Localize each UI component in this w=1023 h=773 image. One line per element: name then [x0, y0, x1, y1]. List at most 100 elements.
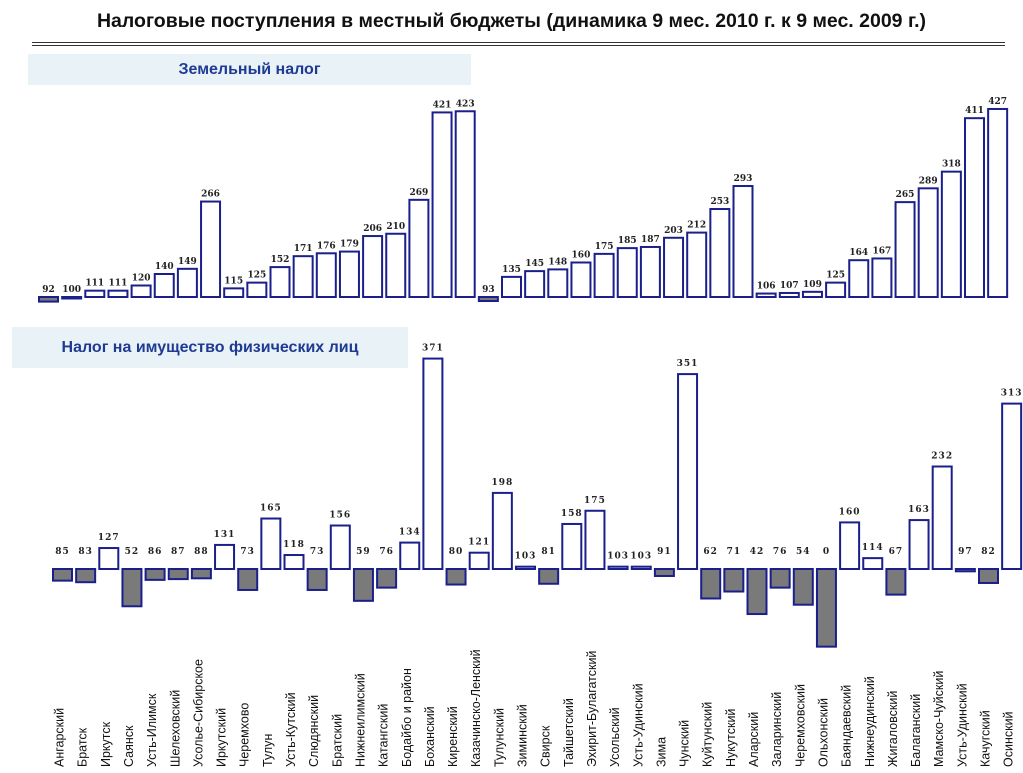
property-tax-value-label: 91 [657, 547, 672, 557]
land-tax-bar [848, 259, 870, 299]
land-tax-value-label: 109 [803, 280, 822, 290]
property-tax-value-label: 371 [422, 344, 444, 354]
category-label: Куйтунский [701, 702, 715, 767]
category-label: Иркутский [215, 708, 229, 767]
property-tax-value-label: 313 [1001, 389, 1023, 399]
property-tax-value-label: 351 [677, 359, 699, 369]
property-tax-value-label: 97 [958, 547, 973, 557]
title-underline-2 [32, 45, 1005, 46]
land-tax-value-label: 111 [109, 279, 128, 289]
category-label: Нукутский [724, 709, 738, 767]
land-tax-bar [755, 292, 777, 298]
property-tax-bar [561, 522, 583, 571]
land-tax-bar [825, 281, 847, 298]
land-tax-bar [663, 236, 685, 298]
land-tax-bar [871, 257, 893, 299]
category-label: Боханский [423, 706, 437, 767]
chart1-title: Земельный налог [28, 54, 471, 85]
category-label: Киренский [446, 706, 460, 767]
category-label: Усть-Илимск [145, 693, 159, 767]
land-tax-bar [801, 290, 823, 299]
property-tax-bar [98, 547, 120, 570]
property-tax-bar [52, 568, 73, 582]
land-tax-value-label: 266 [201, 190, 220, 200]
property-tax-bar [769, 568, 791, 589]
property-tax-bar [237, 568, 259, 591]
property-tax-bar [376, 568, 398, 589]
property-tax-value-label: 0 [823, 547, 830, 557]
property-tax-bar [445, 568, 467, 586]
land-tax-bar [130, 284, 152, 298]
land-tax-bar [778, 291, 800, 299]
land-tax-bar [176, 267, 198, 299]
property-tax-value-label: 80 [449, 547, 464, 557]
land-tax-value-label: 293 [734, 174, 753, 184]
land-tax-bar [84, 289, 106, 298]
land-tax-value-label: 120 [132, 274, 151, 284]
land-tax-value-label: 106 [757, 282, 776, 292]
category-label: Тулун [261, 734, 275, 767]
property-tax-value-label: 114 [862, 543, 884, 553]
land-tax-value-label: 100 [62, 285, 81, 295]
category-label: Усть-Удинский [631, 683, 645, 767]
property-tax-value-label: 87 [171, 547, 186, 557]
property-tax-bar [954, 568, 976, 573]
category-label: Тайшетский [562, 698, 576, 767]
land-tax-value-label: 176 [317, 241, 336, 251]
property-tax-value-label: 88 [194, 547, 209, 557]
property-tax-bar [815, 568, 837, 648]
property-tax-bar [329, 524, 351, 570]
property-tax-value-label: 156 [329, 511, 351, 521]
category-label: Черемховский [793, 684, 807, 767]
category-label: Нижнеудинский [863, 676, 877, 767]
land-tax-value-label: 289 [919, 176, 938, 186]
category-label: Чунский [678, 720, 692, 767]
property-tax-bar [630, 565, 652, 570]
land-tax-value-label: 427 [988, 97, 1007, 107]
property-tax-value-label: 131 [214, 530, 236, 540]
page-title: Налоговые поступления в местный бюджеты … [96, 10, 927, 32]
land-tax-value-label: 148 [548, 257, 567, 267]
property-tax-value-label: 175 [584, 496, 606, 506]
category-label: Ангарский [53, 708, 67, 767]
property-tax-bar [214, 543, 236, 571]
land-tax-value-label: 107 [780, 281, 799, 291]
property-tax-bar [839, 521, 861, 570]
land-tax-bar [338, 250, 360, 298]
property-tax-value-label: 163 [908, 505, 930, 515]
land-tax-bar [269, 266, 291, 299]
category-label: Ольхонский [816, 698, 830, 767]
property-tax-value-label: 73 [310, 547, 325, 557]
land-tax-bar [501, 275, 522, 298]
land-tax-value-label: 167 [873, 246, 892, 256]
category-label: Свирск [539, 725, 553, 767]
category-label: Казачинско-Ленский [469, 649, 483, 767]
land-tax-value-label: 135 [502, 265, 521, 275]
land-tax-value-label: 206 [363, 224, 382, 234]
category-label: Братский [330, 714, 344, 767]
property-tax-bar [190, 568, 212, 580]
land-tax-value-label: 164 [849, 248, 868, 258]
land-tax-value-label: 160 [572, 251, 591, 261]
category-label: Баяндаевский [840, 685, 854, 767]
category-label: Качугский [979, 710, 993, 767]
property-tax-value-label: 82 [981, 547, 996, 557]
property-tax-value-label: 76 [379, 547, 394, 557]
land-tax-value-label: 152 [271, 255, 290, 265]
property-tax-value-label: 134 [399, 528, 421, 538]
property-tax-bar [931, 465, 953, 571]
land-tax-bar [686, 231, 708, 299]
land-tax-value-label: 179 [340, 240, 359, 250]
category-label: Слюдянский [307, 695, 321, 767]
category-label: Братск [76, 727, 90, 767]
land-tax-bar [223, 287, 245, 298]
land-tax-bar [292, 255, 314, 298]
property-tax-value-label: 54 [796, 547, 811, 557]
category-label: Зиминский [516, 704, 530, 767]
land-tax-value-label: 149 [178, 257, 197, 267]
category-label: Нижнеилимский [353, 673, 367, 767]
land-tax-bar [38, 296, 59, 303]
land-tax-value-label: 125 [247, 271, 266, 281]
category-label: Усть-Кутский [284, 692, 298, 767]
property-tax-bar [144, 568, 166, 581]
